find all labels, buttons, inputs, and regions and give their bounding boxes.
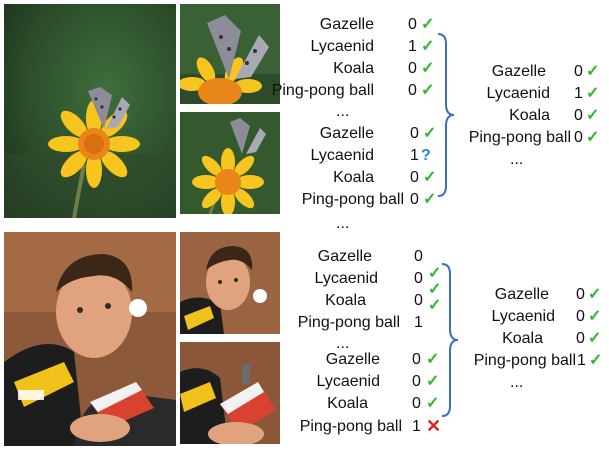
crop-value: 0 <box>410 169 419 186</box>
merged-value: 0 <box>576 308 585 325</box>
merged-label: Gazelle <box>491 63 546 80</box>
player-full-image <box>4 232 176 446</box>
crop-value: 0 <box>412 395 421 412</box>
butterfly-crop-1-image <box>180 4 280 104</box>
check-icon: ✓ <box>421 82 435 99</box>
crop-value: 1 <box>408 38 417 55</box>
crop-label: Lycaenid <box>314 270 378 287</box>
merged-label: Koala <box>502 330 543 347</box>
check-icon: ✓ <box>428 297 442 314</box>
crop-label: Koala <box>333 169 374 186</box>
ellipsis: ... <box>510 374 524 391</box>
crop-value: 1 <box>414 314 423 331</box>
check-icon: ✓ <box>589 352 603 369</box>
merged-value: 1 <box>574 85 583 102</box>
check-icon: ✓ <box>428 281 442 298</box>
merged-value: 0 <box>576 330 585 347</box>
check-icon: ✓ <box>423 169 437 186</box>
check-icon: ✓ <box>586 129 600 146</box>
merged-value: 0 <box>574 129 583 146</box>
crop-label: Ping-pong ball <box>301 191 404 208</box>
crop-label: Ping-pong ball <box>271 82 374 99</box>
crop-value: 1 <box>410 147 419 164</box>
merged-label: Lycaenid <box>486 85 550 102</box>
check-icon: ✓ <box>421 60 435 77</box>
crop-label: Lycaenid <box>316 373 380 390</box>
crop-label: Gazelle <box>317 248 372 265</box>
merged-label: Ping-pong ball <box>473 352 576 369</box>
check-icon: ✓ <box>586 107 600 124</box>
check-icon: ✓ <box>428 265 442 282</box>
merge-brace <box>441 263 459 417</box>
crop-label: Lycaenid <box>310 38 374 55</box>
check-icon: ✓ <box>588 330 602 347</box>
merged-label: Ping-pong ball <box>468 129 571 146</box>
ellipsis: ... <box>336 103 350 120</box>
crop-value: 0 <box>412 351 421 368</box>
check-icon: ✓ <box>588 286 602 303</box>
merged-value: 0 <box>574 63 583 80</box>
check-icon: ✓ <box>423 125 437 142</box>
crop-value: 0 <box>408 16 417 33</box>
player-crop-2-image <box>180 342 280 444</box>
player-crop-1-image <box>180 232 280 334</box>
merged-value: 0 <box>576 286 585 303</box>
cross-icon: ✕ <box>426 416 442 436</box>
merged-label: Lycaenid <box>491 308 555 325</box>
ellipsis: ... <box>336 335 350 352</box>
crop-label: Gazelle <box>325 351 380 368</box>
crop-label: Ping-pong ball <box>297 314 400 331</box>
ellipsis: ... <box>510 151 524 168</box>
crop-value: 0 <box>410 191 419 208</box>
crop-value: 0 <box>414 292 423 309</box>
crop-label: Koala <box>327 395 368 412</box>
crop-value: 0 <box>414 248 423 265</box>
crop-value: 0 <box>408 60 417 77</box>
butterfly-crop-2-image <box>180 112 280 214</box>
ellipsis: ... <box>336 215 350 232</box>
crop-value: 0 <box>414 270 423 287</box>
check-icon: ✓ <box>421 16 435 33</box>
check-icon: ✓ <box>588 308 602 325</box>
crop-value: 1 <box>412 418 421 435</box>
crop-label: Koala <box>333 60 374 77</box>
crop-value: 0 <box>410 125 419 142</box>
check-icon: ✓ <box>421 38 435 55</box>
merged-value: 1 <box>577 352 586 369</box>
merged-label: Koala <box>509 107 550 124</box>
merge-brace <box>437 33 455 197</box>
crop-label: Lycaenid <box>310 147 374 164</box>
crop-label: Gazelle <box>319 16 374 33</box>
crop-value: 0 <box>412 373 421 390</box>
check-icon: ✓ <box>586 85 600 102</box>
crop-value: 0 <box>408 82 417 99</box>
crop-label: Ping-pong ball <box>299 418 402 435</box>
question-icon: ? <box>421 147 431 164</box>
crop-label: Gazelle <box>319 125 374 142</box>
check-icon: ✓ <box>586 63 600 80</box>
check-icon: ✓ <box>426 351 440 368</box>
check-icon: ✓ <box>426 373 440 390</box>
check-icon: ✓ <box>426 395 440 412</box>
check-icon: ✓ <box>423 191 437 208</box>
merged-value: 0 <box>574 107 583 124</box>
merged-label: Gazelle <box>494 286 549 303</box>
butterfly-full-image <box>4 4 176 218</box>
crop-label: Koala <box>325 292 366 309</box>
